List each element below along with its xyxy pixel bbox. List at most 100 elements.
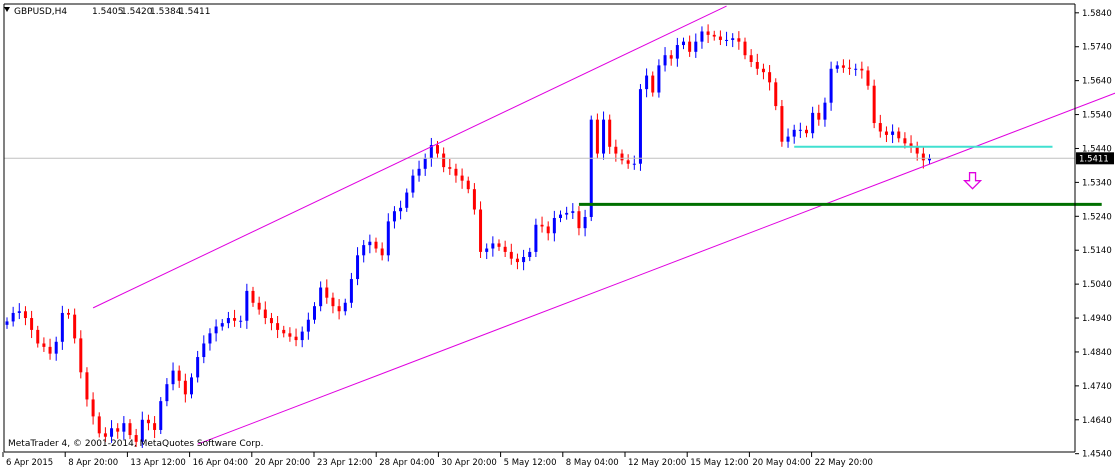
channel-lower-line[interactable] [197,23,1115,445]
bear-candle [509,251,513,259]
bear-candle [817,112,821,120]
bear-candle [257,302,261,310]
bull-candle [239,320,243,322]
high-price: 1.5420 [121,7,153,17]
bull-candle [165,384,169,402]
y-tick-label: 1.5240 [1082,212,1112,222]
bear-candle [743,41,747,56]
bear-candle [768,72,772,83]
bear-candle [233,318,237,321]
bear-candle [909,143,913,147]
bull-candle [638,89,642,164]
current-price-label: 1.5411 [1079,154,1109,164]
bear-candle [116,428,120,432]
bear-candle [325,287,329,298]
channel-upper-line[interactable] [92,5,727,309]
bear-candle [128,423,132,436]
bear-candle [540,224,544,227]
bear-candle [153,423,157,430]
bear-candle [651,75,655,93]
bear-candle [67,312,70,315]
close-price: 1.5411 [179,7,211,17]
bear-candle [497,243,501,247]
bear-candle [442,153,446,168]
bull-candle [423,158,427,169]
bear-candle [448,167,452,169]
bear-candle [269,318,273,324]
bull-candle [602,119,606,154]
y-tick-label: 1.4840 [1082,348,1112,358]
bear-candle [503,246,507,252]
bull-candle [528,251,532,257]
y-tick-label: 1.5540 [1082,111,1112,121]
bear-candle [749,55,753,62]
bull-candle [190,377,193,395]
bull-candle [11,312,15,322]
bear-candle [515,258,519,263]
bull-candle [411,175,415,193]
bull-candle [835,65,839,69]
bull-candle [405,192,409,208]
y-tick-label: 1.4740 [1082,382,1112,392]
bear-candle [620,153,624,161]
bear-candle [374,241,378,249]
bear-candle [712,34,716,37]
x-tick-label: 20 Apr 20:00 [255,458,310,468]
collapse-triangle-icon[interactable] [4,7,10,12]
bear-candle [805,129,808,134]
bear-candle [866,70,870,86]
bull-candle [60,312,64,342]
bear-candle [282,329,286,334]
bull-candle [632,163,636,165]
bull-candle [534,224,538,252]
bear-candle [288,333,292,337]
bull-candle [5,321,9,325]
bear-candle [718,36,722,40]
bear-candle [903,138,907,144]
bear-candle [23,311,27,319]
current-price-tag [1076,152,1114,165]
x-tick-label: 12 May 20:00 [628,458,686,468]
bull-candle [417,168,421,176]
bull-candle [725,39,729,41]
x-tick-label: 6 Apr 2015 [6,458,53,468]
bull-candle [319,287,323,307]
down-arrow-icon[interactable] [962,172,983,190]
bear-candle [103,433,107,437]
bull-candle [522,256,526,263]
bull-candle [583,216,587,229]
bull-candle [313,306,316,320]
bull-candle [891,131,895,135]
bear-candle [921,153,925,161]
bear-candle [595,119,599,154]
bull-candle [220,323,224,327]
bull-candle [663,55,667,66]
bear-candle [337,306,341,312]
x-tick-label: 23 Apr 12:00 [317,458,372,468]
x-tick-label: 30 Apr 20:00 [441,458,496,468]
bear-candle [294,336,298,341]
bull-candle [657,65,661,93]
y-tick-label: 1.5040 [1082,280,1112,290]
bull-candle [786,136,790,142]
y-tick-label: 1.5140 [1082,246,1112,256]
bull-candle [559,214,562,218]
bear-candle [91,399,95,417]
bear-candle [706,31,710,35]
y-tick-label: 1.4940 [1082,314,1112,324]
bull-candle [245,290,249,321]
bull-candle [196,357,200,378]
copyright-text: MetaTrader 4, © 2001-2014, MetaQuotes So… [8,439,264,449]
x-tick-label: 15 May 12:00 [690,458,748,468]
open-price: 1.5405 [92,7,124,17]
bull-candle [362,245,366,256]
bull-candle [368,241,372,246]
y-tick-label: 1.5640 [1082,77,1112,87]
bear-candle [848,67,852,69]
bull-candle [675,45,679,59]
bull-candle [694,41,698,52]
bear-candle [915,146,919,154]
bull-candle [171,370,175,385]
